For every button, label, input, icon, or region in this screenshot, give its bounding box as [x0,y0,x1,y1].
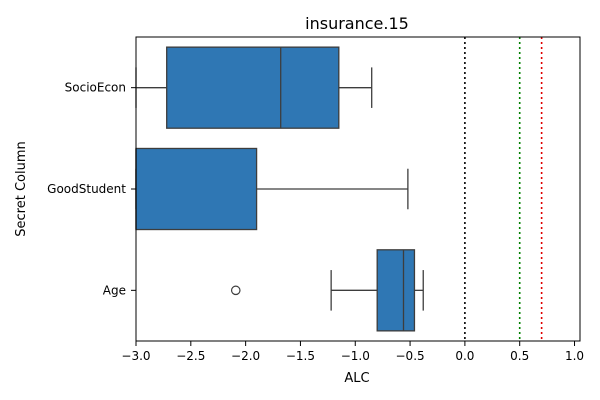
x-tick-label: 1.0 [565,349,584,363]
box-iqr [135,147,258,231]
y-tick-label: GoodStudent [47,182,126,196]
x-tick-label: 0.0 [455,349,474,363]
x-tick-label: −1.5 [286,349,315,363]
y-axis-label: Secret Column [14,141,29,236]
x-tick-label: −2.5 [176,349,205,363]
y-axis: SocioEcon GoodStudent Age [47,81,136,297]
plot-area [135,36,581,342]
chart-title: insurance.15 [305,14,409,33]
x-tick-label: −1.0 [341,349,370,363]
x-tick-label: −3.0 [121,349,150,363]
box-group-2 [230,249,424,332]
box-iqr [166,46,340,129]
box-group-1 [135,147,409,231]
box-group-0 [135,46,373,129]
x-tick-label: −2.0 [231,349,260,363]
x-tick-label: −0.5 [396,349,425,363]
x-axis: −3.0 −2.5 −2.0 −1.5 −1.0 −0.5 0.0 0.5 1.0 [121,341,584,363]
outlier-point [230,285,241,296]
x-axis-label: ALC [344,371,369,386]
box-iqr [376,249,416,332]
x-tick-label: 0.5 [510,349,529,363]
y-tick-label: Age [103,283,126,297]
y-tick-label: SocioEcon [65,81,126,95]
